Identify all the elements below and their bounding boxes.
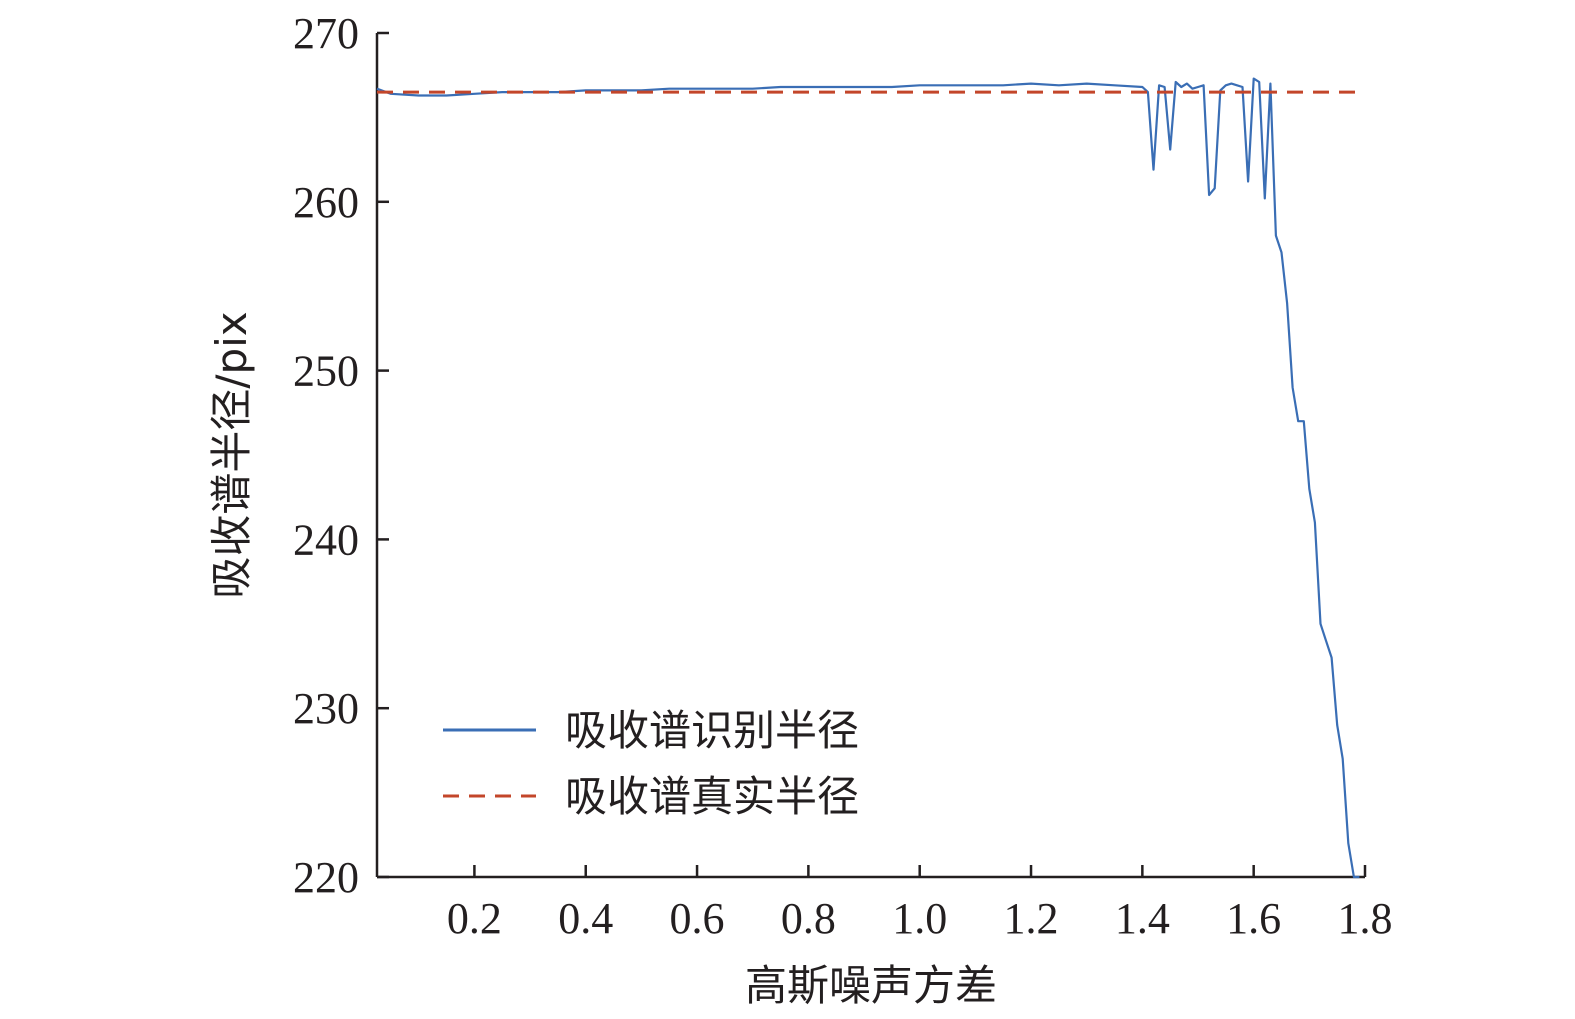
y-tick-label: 230 (293, 684, 359, 733)
legend: 吸收谱识别半径 吸收谱真实半径 (443, 706, 859, 821)
y-tick-label: 240 (293, 515, 359, 564)
y-tick-label: 260 (293, 178, 359, 227)
x-tick-label: 0.4 (558, 894, 613, 943)
x-tick-label: 0.2 (447, 894, 502, 943)
x-tick-label: 1.8 (1338, 894, 1393, 943)
x-tick-label: 0.8 (781, 894, 836, 943)
axes (375, 33, 1365, 879)
y-tick-label: 270 (293, 9, 359, 58)
x-axis-title: 高斯噪声方差 (745, 961, 997, 1010)
x-tick-label: 1.4 (1115, 894, 1170, 943)
y-tick-label: 250 (293, 347, 359, 396)
legend-label-true: 吸收谱真实半径 (565, 772, 859, 821)
x-tick-label: 1.0 (892, 894, 947, 943)
x-tick-label: 1.2 (1004, 894, 1059, 943)
legend-label-recognized: 吸收谱识别半径 (565, 706, 859, 755)
series-line-recognized (376, 77, 1360, 879)
series-layer (376, 77, 1365, 879)
y-axis-title: 吸收谱半径/pix (207, 311, 256, 598)
x-tick-label: 1.6 (1226, 894, 1281, 943)
x-tick-label: 0.6 (670, 894, 725, 943)
x-ticks: 0.2 0.4 0.6 0.8 1.0 1.2 1.4 1.6 1.8 (447, 865, 1393, 943)
y-ticks: 220 230 240 250 260 270 (293, 9, 389, 902)
y-tick-label: 220 (293, 853, 359, 902)
